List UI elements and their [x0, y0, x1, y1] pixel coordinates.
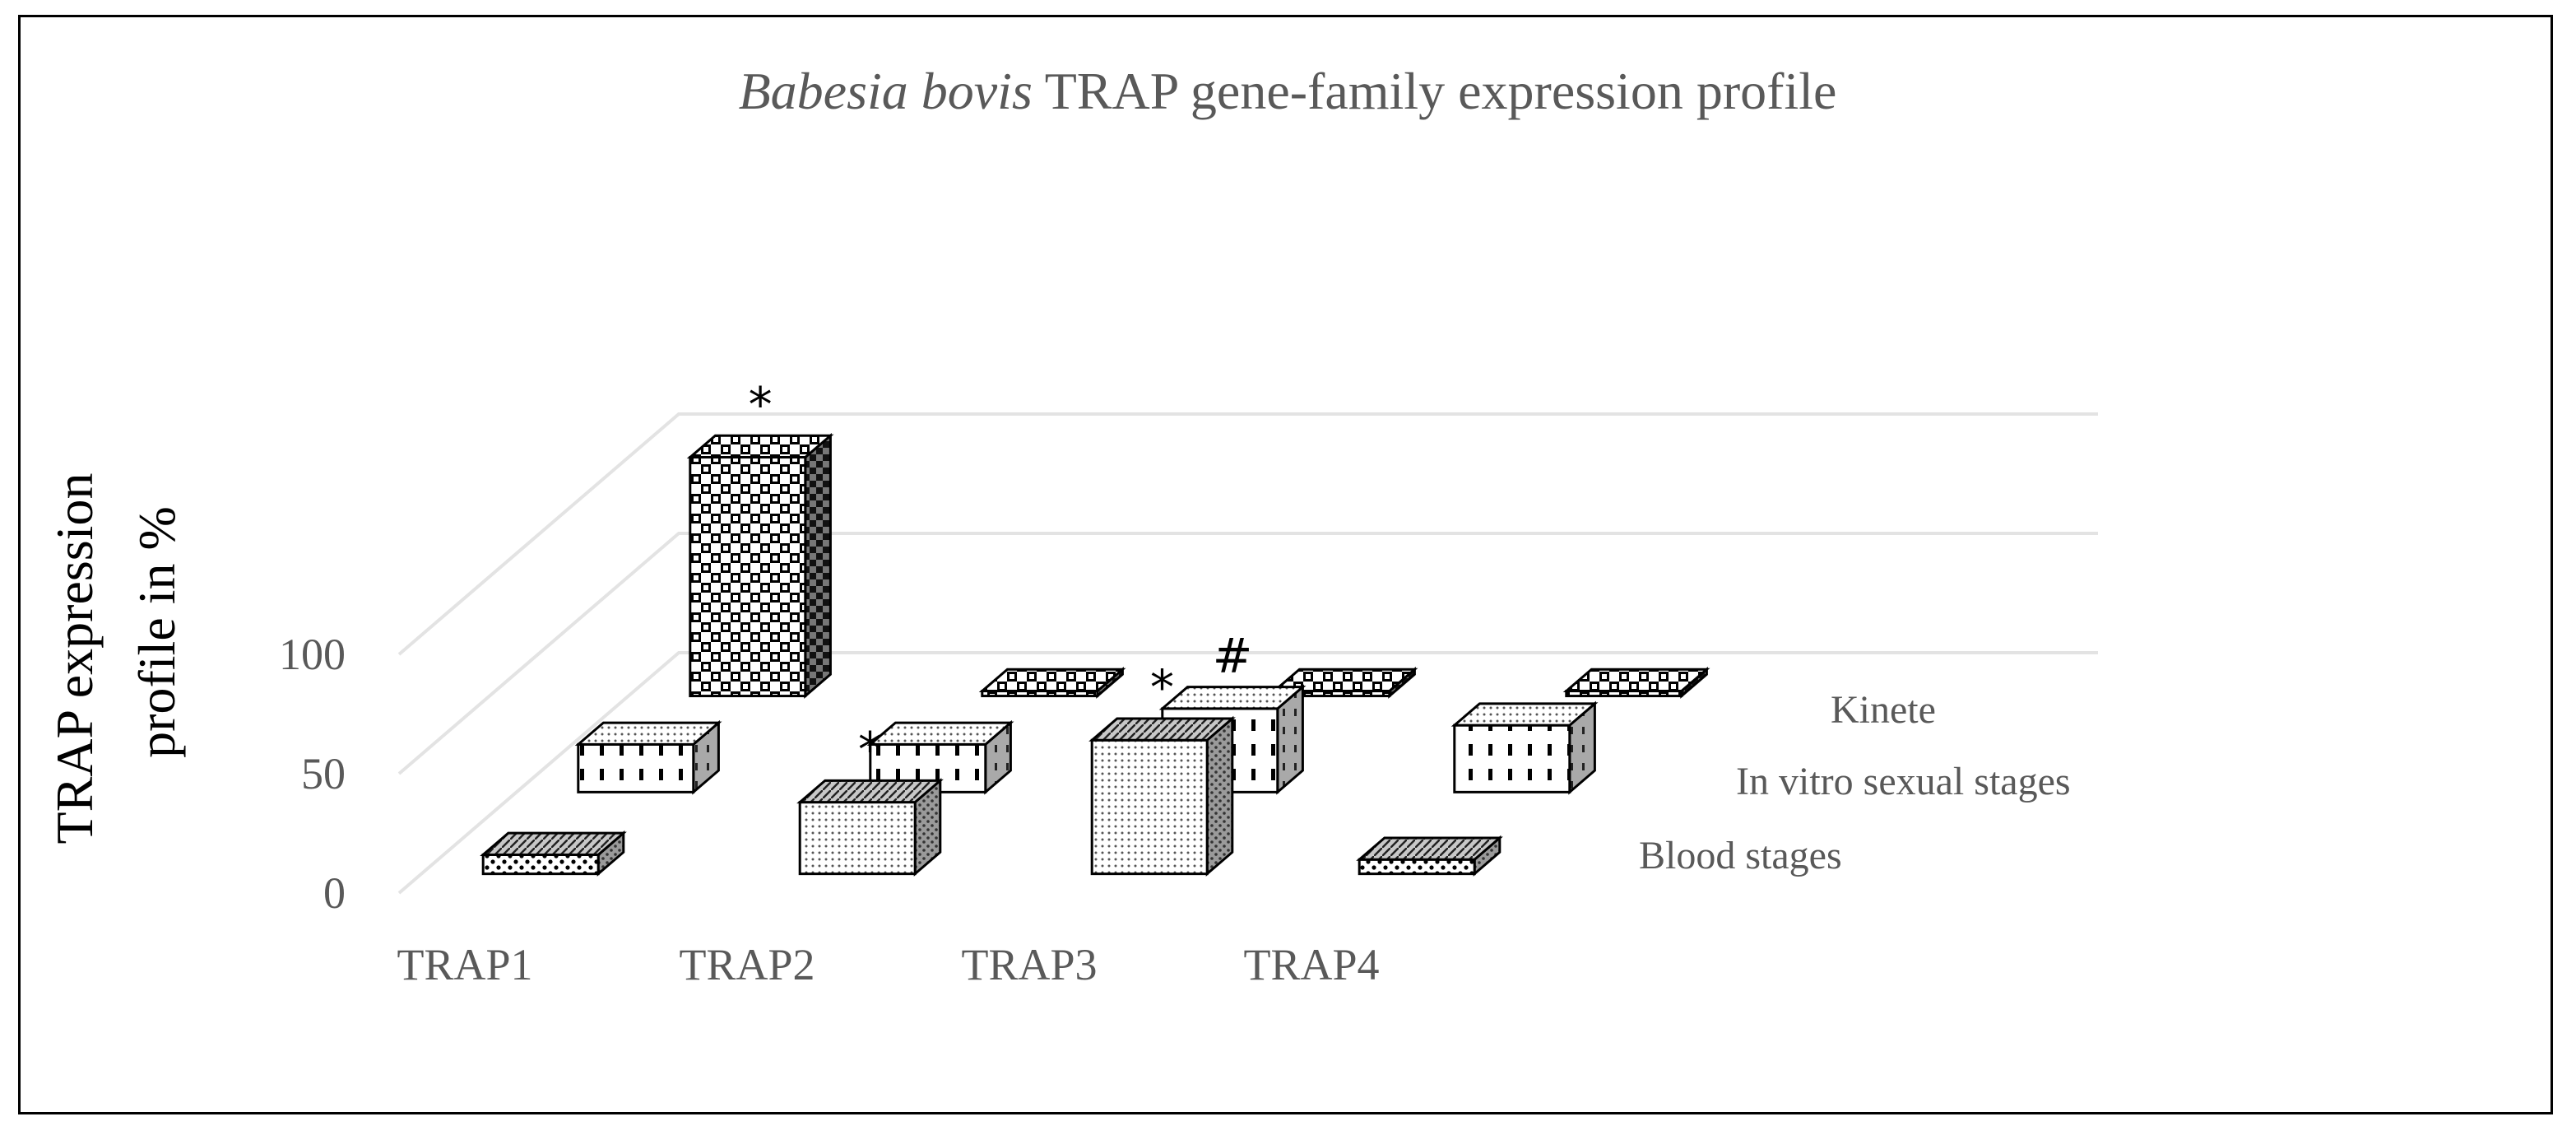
bar-blood-stages-trap4-top	[1356, 836, 1503, 861]
bar-in-vitro-sexual-stages-trap2-top	[866, 721, 1014, 746]
gridline-0	[397, 651, 2098, 895]
bar-blood-stages-trap3-front	[1090, 738, 1209, 876]
bar-blood-stages-trap1-front	[481, 853, 600, 876]
title-italic: Babesia bovis	[739, 62, 1033, 120]
bar-kinete-trap1-top	[686, 434, 834, 459]
bar-kinete-trap1-side	[804, 433, 832, 699]
significance-marker: *	[1150, 659, 1174, 715]
bar-kinete-trap2-top	[978, 668, 1126, 693]
series-label: Kinete	[1831, 688, 1936, 732]
bar-blood-stages-trap3	[1088, 715, 1236, 877]
bar-blood-stages-trap3-top	[1088, 717, 1236, 742]
significance-marker: *	[749, 376, 773, 432]
series-label: In vitro sexual stages	[1736, 760, 2071, 803]
bar-kinete-trap3-top	[1270, 668, 1418, 693]
bar-blood-stages-trap3-side	[1205, 715, 1234, 877]
figure-frame	[18, 15, 2553, 1114]
x-category-label: TRAP4	[1243, 940, 1379, 989]
x-category-label: TRAP3	[961, 940, 1097, 989]
bar-kinete-trap1-front	[689, 456, 807, 698]
bar-blood-stages-trap2	[796, 778, 944, 877]
bar-blood-stages-trap2-front	[798, 801, 917, 876]
gridline-50	[397, 532, 2098, 775]
gridline-100	[397, 412, 2098, 656]
bar-blood-stages-trap1	[480, 830, 627, 877]
title-rest: TRAP gene-family expression profile	[1033, 62, 1837, 120]
y-axis-label-line1: TRAP expression	[45, 473, 104, 844]
bar-kinete-trap4	[1562, 667, 1710, 699]
bar-in-vitro-sexual-stages-trap1-top	[574, 721, 722, 746]
significance-marker: #	[1213, 628, 1253, 684]
bar-blood-stages-trap4-front	[1358, 858, 1476, 876]
significance-marker: *	[858, 721, 882, 777]
bar-blood-stages-trap2-top	[796, 779, 944, 804]
chart-title: Babesia bovis TRAP gene-family expressio…	[739, 62, 1837, 120]
bar-in-vitro-sexual-stages-trap1	[574, 719, 722, 795]
bar-blood-stages-trap1-top	[480, 831, 627, 856]
y-tick-label: 50	[301, 749, 346, 798]
bar-kinete-trap1	[686, 433, 834, 699]
bar-in-vitro-sexual-stages-trap1-front	[577, 742, 695, 793]
bar-in-vitro-sexual-stages-trap4	[1450, 700, 1599, 795]
y-tick-label: 100	[279, 630, 346, 679]
series-label: Blood stages	[1639, 834, 1842, 877]
y-tick-label: 0	[323, 868, 346, 918]
bar-kinete-trap4-top	[1562, 668, 1710, 693]
bar-in-vitro-sexual-stages-trap4-front	[1453, 724, 1571, 793]
bar-blood-stages-trap4	[1356, 835, 1503, 877]
bar-kinete-trap2	[978, 667, 1126, 699]
bar-in-vitro-sexual-stages-trap3-top	[1158, 686, 1307, 710]
x-category-label: TRAP2	[679, 940, 815, 989]
y-axis-label-line2: profile in %	[128, 506, 186, 758]
bar-in-vitro-sexual-stages-trap4-top	[1450, 702, 1599, 727]
x-category-label: TRAP1	[397, 940, 532, 989]
